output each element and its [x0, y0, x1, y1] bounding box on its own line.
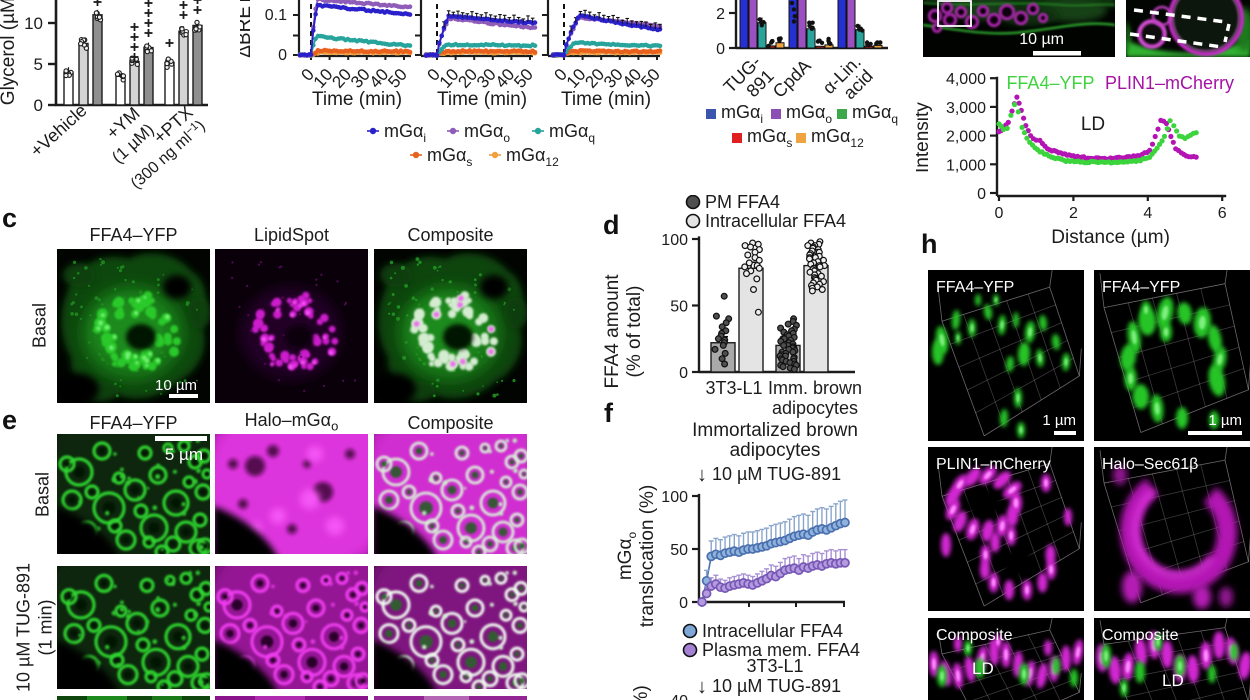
svg-text:PLIN1–mCherry: PLIN1–mCherry	[1105, 73, 1234, 93]
svg-text:50: 50	[637, 65, 664, 92]
svg-text:Halo–Sec61β: Halo–Sec61β	[1102, 456, 1198, 473]
svg-text:Composite: Composite	[936, 627, 1013, 644]
svg-text:10 µM TUG-891: 10 µM TUG-891	[712, 676, 841, 696]
svg-text:mGα12: mGα12	[811, 126, 864, 150]
svg-text:3T3-L1: 3T3-L1	[705, 378, 762, 398]
svg-text:Imm. brown: Imm. brown	[768, 378, 862, 398]
svg-text:4,000: 4,000	[946, 71, 986, 88]
svg-text:ΔBRET: ΔBRET	[240, 0, 255, 58]
svg-text:1 µm: 1 µm	[1042, 412, 1076, 429]
svg-text:2,000: 2,000	[946, 129, 986, 146]
svg-text:Intensity: Intensity	[916, 102, 933, 173]
svg-text:10 µM TUG-891: 10 µM TUG-891	[712, 464, 841, 484]
svg-text:adipocytes: adipocytes	[772, 398, 858, 418]
svg-text:Time (min): Time (min)	[561, 89, 651, 110]
svg-text:1 µm: 1 µm	[1208, 412, 1242, 429]
svg-text:0: 0	[34, 96, 43, 115]
svg-text:LD: LD	[972, 659, 994, 678]
svg-text:2: 2	[1069, 205, 1078, 222]
svg-text:(% of total): (% of total)	[624, 286, 645, 378]
svg-text:↓: ↓	[697, 464, 707, 486]
svg-text:FFA4–YFP: FFA4–YFP	[1102, 279, 1180, 296]
svg-text:mGαo: mGαo	[615, 532, 639, 581]
svg-text:(%): (%)	[631, 685, 652, 700]
svg-text:FFA4 amount: FFA4 amount	[602, 274, 623, 389]
svg-text:LD: LD	[1162, 671, 1184, 690]
svg-text:0: 0	[278, 47, 287, 64]
svg-text:Intracellular FFA4: Intracellular FFA4	[702, 621, 843, 641]
svg-text:mGαs: mGαs	[427, 145, 472, 169]
svg-text:PM FFA4: PM FFA4	[705, 195, 780, 212]
svg-text:mGαi: mGαi	[721, 102, 763, 126]
svg-text:mGαs: mGαs	[747, 126, 792, 150]
svg-text:4: 4	[1143, 205, 1152, 222]
svg-text:5: 5	[34, 55, 43, 74]
svg-text:adipocytes: adipocytes	[730, 440, 821, 461]
svg-text:50: 50	[384, 65, 411, 92]
svg-text:6: 6	[1218, 205, 1227, 222]
svg-text:10 µm: 10 µm	[1019, 31, 1064, 48]
svg-text:50: 50	[510, 65, 537, 92]
svg-text:10: 10	[24, 14, 43, 33]
svg-text:Plasma mem. FFA4: Plasma mem. FFA4	[702, 640, 860, 660]
svg-text:40: 40	[670, 693, 688, 700]
svg-text:0.1: 0.1	[265, 7, 287, 24]
svg-text:0: 0	[977, 186, 986, 203]
svg-text:Time (min): Time (min)	[437, 89, 527, 110]
svg-text:50: 50	[670, 542, 688, 559]
svg-text:↓: ↓	[697, 676, 707, 698]
svg-text:0: 0	[716, 41, 725, 58]
svg-text:100: 100	[661, 489, 688, 506]
svg-text:3T3-L1: 3T3-L1	[746, 656, 803, 676]
svg-text:Immortalized brown: Immortalized brown	[692, 420, 858, 441]
svg-text:Glycerol (µM): Glycerol (µM)	[0, 0, 19, 105]
svg-text:0: 0	[995, 205, 1004, 222]
svg-text:Time (min): Time (min)	[312, 89, 402, 110]
svg-text:5 µm: 5 µm	[165, 445, 203, 464]
svg-text:100: 100	[661, 232, 688, 249]
svg-text:Intracellular FFA4: Intracellular FFA4	[705, 211, 846, 231]
svg-text:10 µm: 10 µm	[155, 377, 197, 394]
svg-text:3,000: 3,000	[946, 100, 986, 117]
svg-text:LD: LD	[1081, 114, 1105, 135]
svg-text:mGαo: mGαo	[786, 102, 832, 126]
svg-text:FFA4–YFP: FFA4–YFP	[1006, 73, 1094, 93]
svg-text:PLIN1–mCherry: PLIN1–mCherry	[936, 456, 1051, 473]
svg-text:0: 0	[679, 595, 688, 612]
svg-text:Composite: Composite	[1102, 627, 1179, 644]
svg-text:50: 50	[670, 299, 688, 316]
svg-text:mGαq: mGαq	[549, 121, 595, 145]
svg-text:Distance (µm): Distance (µm)	[1051, 227, 1170, 248]
svg-text:mGαq: mGαq	[852, 102, 898, 126]
svg-text:mGα12: mGα12	[506, 145, 559, 169]
svg-text:2: 2	[716, 6, 725, 23]
svg-text:FFA4–YFP: FFA4–YFP	[936, 279, 1014, 296]
svg-text:translocation (%): translocation (%)	[637, 485, 658, 628]
svg-text:1,000: 1,000	[946, 157, 986, 174]
svg-text:mGαi: mGαi	[384, 121, 426, 145]
svg-text:0: 0	[679, 365, 688, 382]
svg-text:mGαo: mGαo	[464, 121, 510, 145]
